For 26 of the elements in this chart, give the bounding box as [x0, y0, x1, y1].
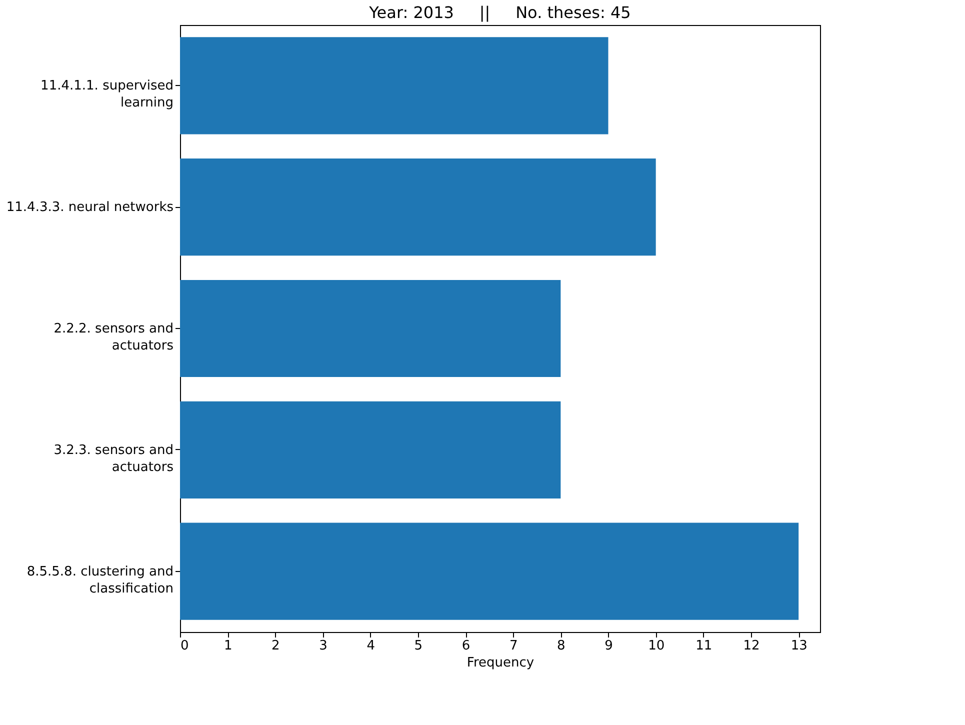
- bar: [180, 401, 561, 498]
- x-tick-label: 12: [743, 638, 760, 654]
- x-tick-label: 1: [224, 638, 232, 654]
- x-tick-label: 13: [790, 638, 808, 654]
- x-tick-label: 10: [648, 638, 665, 654]
- x-tick-label: 4: [366, 638, 375, 654]
- bar: [180, 158, 656, 256]
- y-tick-label: 8.5.5.8. clustering and classification: [26, 564, 174, 596]
- chart-title: Year: 2013 || No. theses: 45: [368, 3, 631, 22]
- y-tick-label: 11.4.3.3. neural networks: [6, 200, 174, 216]
- x-tick-label: 7: [509, 638, 518, 654]
- y-tick-label: 2.2.2. sensors and actuators: [54, 322, 174, 354]
- y-tick-label: 11.4.1.1. supervised learning: [40, 78, 174, 111]
- x-axis-title: Frequency: [466, 656, 534, 670]
- x-tick-label: 6: [462, 638, 470, 654]
- bar: [180, 37, 608, 134]
- x-tick-label: 3: [319, 638, 328, 654]
- x-tick-label: 0: [180, 638, 189, 654]
- x-tick-label: 2: [272, 638, 280, 654]
- y-tick-label: 3.2.3. sensors and actuators: [54, 442, 174, 475]
- x-tick-label: 8: [557, 638, 566, 654]
- x-tick-label: 9: [604, 638, 613, 654]
- x-tick-label: 5: [414, 638, 423, 654]
- bar: [180, 522, 799, 620]
- x-tick-label: 11: [696, 638, 712, 654]
- bar: [180, 280, 561, 378]
